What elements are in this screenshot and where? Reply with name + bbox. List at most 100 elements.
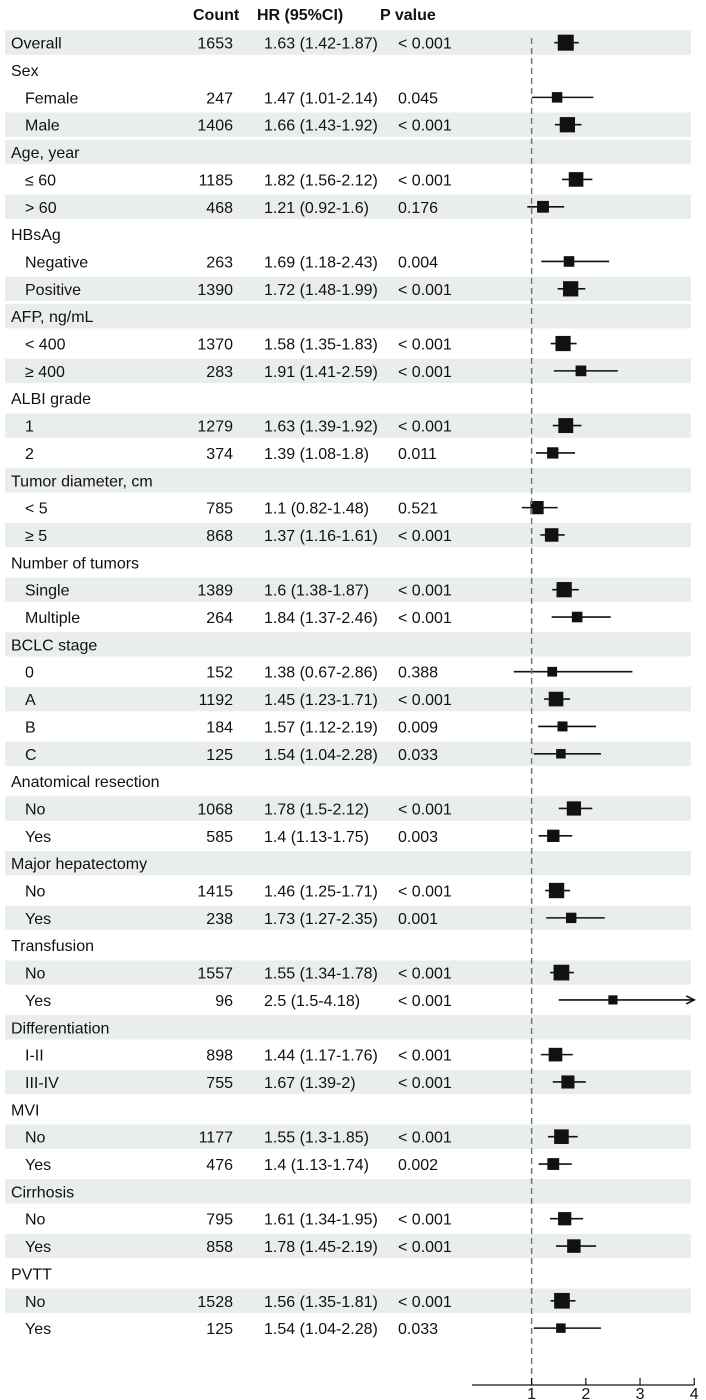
subgroup-label: ≥ 400 [25, 364, 65, 381]
hr-ci-value: 1.4 (1.13-1.75) [264, 829, 369, 846]
header-p-value: P value [380, 7, 436, 24]
subgroup-label: ≤ 60 [25, 172, 56, 189]
hr-ci-value: 1.56 (1.35-1.81) [264, 1294, 378, 1311]
count-value: 264 [206, 610, 233, 627]
subgroup-label: ≥ 5 [25, 528, 47, 545]
count-value: 1185 [199, 172, 234, 189]
hr-ci-value: 1.54 (1.04-2.28) [264, 1321, 378, 1338]
group-label: Differentiation [11, 1020, 109, 1037]
row-shading [5, 960, 691, 985]
p-value: < 0.001 [398, 36, 452, 53]
ci-arrow [685, 995, 697, 1005]
p-value: < 0.001 [398, 1048, 452, 1065]
count-value: 247 [206, 90, 233, 107]
hr-ci-value: 1.67 (1.39-2) [264, 1075, 356, 1092]
group-label: Major hepatectomy [11, 856, 147, 873]
p-value: 0.521 [398, 501, 438, 518]
subgroup-label: Overall [11, 36, 62, 53]
hr-ci-value: 1.55 (1.3-1.85) [264, 1130, 369, 1147]
p-value: 0.001 [398, 911, 438, 928]
count-value: 1528 [197, 1294, 233, 1311]
hr-point [551, 92, 563, 103]
subgroup-label: I-II [25, 1048, 44, 1065]
subgroup-label: No [25, 966, 46, 983]
p-value: < 0.001 [398, 692, 452, 709]
subgroup-label: C [25, 747, 37, 764]
p-value: 0.009 [398, 719, 438, 736]
p-value: 0.176 [398, 200, 438, 217]
count-value: 1390 [197, 282, 233, 299]
p-value: < 0.001 [398, 610, 452, 627]
hr-ci-value: 1.45 (1.23-1.71) [264, 692, 378, 709]
subgroup-label: Yes [25, 911, 51, 928]
hr-ci-value: 1.37 (1.16-1.61) [264, 528, 378, 545]
hr-point [547, 1158, 560, 1170]
count-value: 1415 [197, 884, 233, 901]
count-value: 96 [215, 993, 233, 1010]
subgroup-label: Male [25, 118, 60, 135]
hr-ci-value: 1.47 (1.01-2.14) [264, 90, 378, 107]
count-value: 476 [206, 1157, 233, 1174]
subgroup-label: B [25, 719, 36, 736]
hr-ci-value: 1.46 (1.25-1.71) [264, 884, 378, 901]
hr-ci-value: 1.6 (1.38-1.87) [264, 583, 369, 600]
hr-point [558, 1212, 572, 1226]
count-value: 1406 [197, 118, 233, 135]
hr-point [554, 1292, 570, 1309]
count-value: 263 [206, 254, 233, 271]
group-label: Anatomical resection [11, 774, 160, 791]
group-label: Tumor diameter, cm [11, 473, 153, 490]
hr-ci-value: 1.63 (1.39-1.92) [264, 419, 378, 436]
group-label: ALBI grade [11, 391, 91, 408]
subgroup-label: No [25, 1212, 46, 1229]
hr-point [548, 691, 564, 707]
row-shading [5, 139, 691, 165]
hr-ci-value: 1.91 (1.41-2.59) [264, 364, 378, 381]
row-shading [5, 851, 691, 876]
hr-point [563, 256, 575, 267]
x-axis: 1 2 3 4 [472, 1378, 699, 1400]
p-value: < 0.001 [398, 884, 452, 901]
group-label: PVTT [11, 1266, 52, 1283]
subgroup-label: Single [25, 583, 70, 600]
p-value: < 0.001 [398, 1294, 452, 1311]
subgroup-label: Yes [25, 829, 51, 846]
count-value: 868 [206, 528, 233, 545]
hr-point [567, 1239, 581, 1253]
row-shading [5, 632, 691, 657]
hr-point [568, 172, 584, 187]
p-value: < 0.001 [398, 966, 452, 983]
p-value: < 0.001 [398, 1212, 452, 1229]
hr-ci-value: 1.44 (1.17-1.76) [264, 1048, 378, 1065]
group-label: Cirrhosis [11, 1184, 74, 1201]
hr-point [555, 335, 571, 352]
subgroup-label: Yes [25, 1321, 51, 1338]
hr-ci-value: 1.66 (1.43-1.92) [264, 118, 378, 135]
p-value: 0.033 [398, 747, 438, 764]
group-label: AFP, ng/mL [11, 309, 94, 326]
p-value: 0.002 [398, 1157, 438, 1174]
subgroup-label: No [25, 884, 46, 901]
row-text-layer: Overall 1653 1.63 (1.42-1.87) < 0.001 Sex Fem… [11, 36, 452, 1338]
p-value: < 0.001 [398, 282, 452, 299]
subgroup-label: 2 [25, 446, 34, 463]
hr-point [566, 801, 582, 816]
subgroup-label: Yes [25, 993, 51, 1010]
count-value: 1279 [197, 419, 233, 436]
group-label: MVI [11, 1102, 39, 1119]
hr-ci-value: 1.84 (1.37-2.46) [264, 610, 378, 627]
hr-point [554, 1129, 569, 1144]
hr-ci-value: 1.63 (1.42-1.87) [264, 36, 378, 53]
count-value: 283 [206, 364, 233, 381]
count-value: 184 [206, 719, 233, 736]
hr-point [559, 117, 576, 133]
row-shading-layer [5, 30, 691, 1313]
hr-point [556, 1323, 566, 1333]
subgroup-label: Positive [25, 282, 81, 299]
x-tick-label: 1 [527, 1386, 536, 1400]
subgroup-label: < 5 [25, 501, 48, 518]
hr-point [548, 1047, 563, 1062]
header-hr: HR (95%CI) [257, 7, 343, 24]
p-value: < 0.001 [398, 419, 452, 436]
